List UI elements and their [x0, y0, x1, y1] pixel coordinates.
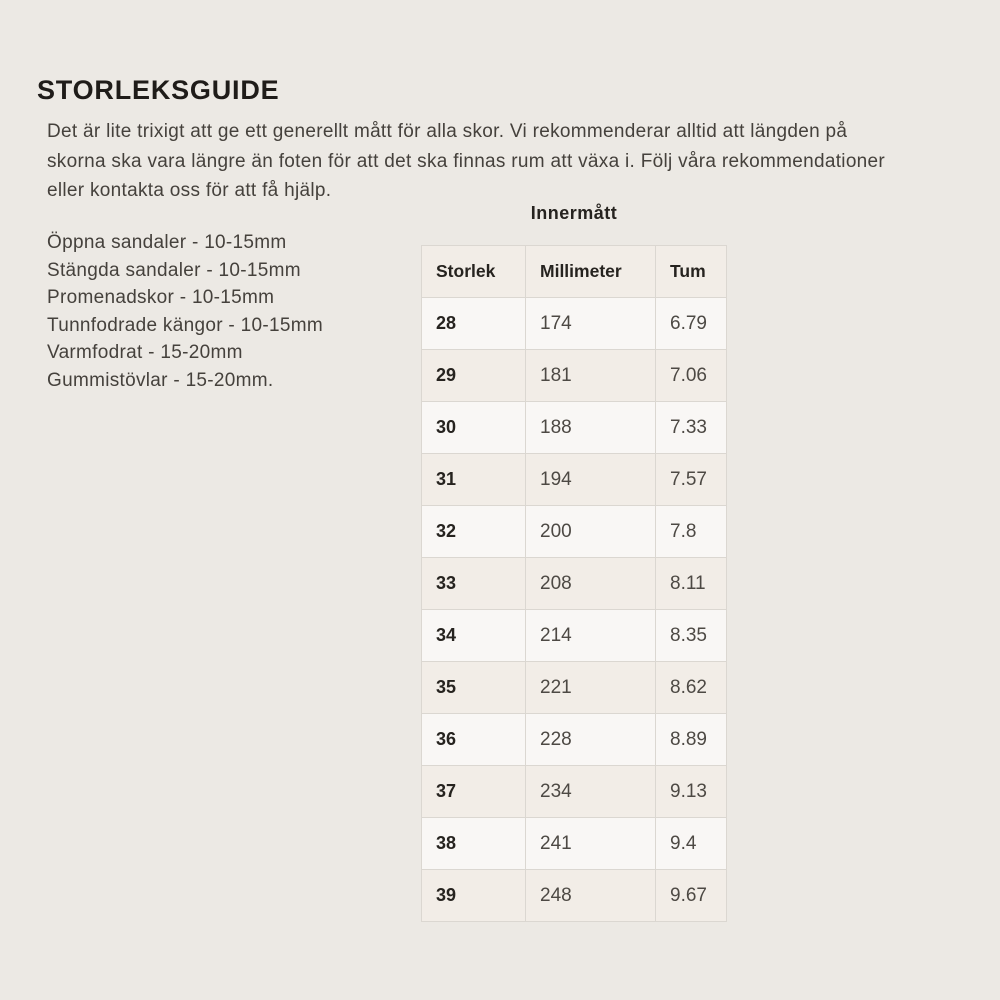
table-row: 32 200 7.8 — [421, 505, 727, 558]
column-header: Storlek — [421, 245, 526, 298]
recommendation-item: Promenadskor - 10-15mm — [47, 287, 275, 308]
table-row: 36 228 8.89 — [421, 713, 727, 766]
size-table-body: 28 174 6.79 29 181 7.06 30 188 7.33 31 194 7.57 32 20… — [421, 297, 727, 922]
table-row: 33 208 8.11 — [421, 557, 727, 610]
table-row: 30 188 7.33 — [421, 401, 727, 454]
size-cell: 29 — [421, 349, 526, 402]
recommendation-item: Stängda sandaler - 10-15mm — [47, 259, 301, 281]
table-title: Innermått — [530, 203, 618, 223]
recommendation-item: Gummistövlar - 15-20mm. — [47, 369, 274, 391]
recommendation-item: Tunnfodrade kängor - 10-15mm — [47, 314, 323, 336]
size-cell: 33 — [421, 557, 526, 610]
tum-cell: 9.4 — [655, 817, 727, 870]
tum-cell: 8.89 — [655, 713, 727, 766]
tum-cell: 9.67 — [655, 869, 727, 922]
millimeter-cell: 228 — [525, 713, 656, 766]
size-cell: 28 — [421, 297, 526, 350]
size-table-section: Innermått Storlek Millimeter Tum 28 174 6.79… — [421, 203, 727, 922]
recommendations-list: Öppna sandaler - 10-15mm Stängda sandaler… — [47, 229, 323, 394]
millimeter-cell: 221 — [525, 661, 656, 714]
tum-cell: 8.11 — [655, 557, 727, 610]
tum-cell: 8.35 — [655, 609, 727, 662]
tum-cell: 7.8 — [655, 505, 727, 558]
tum-cell: 6.79 — [655, 297, 727, 350]
millimeter-cell: 241 — [525, 817, 656, 870]
size-cell: 39 — [421, 869, 526, 922]
size-table-header: Storlek Millimeter Tum — [421, 245, 727, 298]
size-cell: 32 — [421, 505, 526, 558]
size-cell: 34 — [421, 609, 526, 662]
table-row: 31 194 7.57 — [421, 453, 727, 506]
size-cell: 36 — [421, 713, 526, 766]
table-row: 37 234 9.13 — [421, 765, 727, 818]
intro-line: Det är lite trixigt att ge ett generellt… — [47, 121, 848, 142]
millimeter-cell: 208 — [525, 557, 656, 610]
size-cell: 37 — [421, 765, 526, 818]
tum-cell: 9.13 — [655, 765, 727, 818]
table-row: 34 214 8.35 — [421, 609, 727, 662]
tum-cell: 7.57 — [655, 453, 727, 506]
intro-line: skorna ska vara längre än foten för att … — [47, 150, 886, 172]
millimeter-cell: 248 — [525, 869, 656, 922]
millimeter-cell: 181 — [525, 349, 656, 402]
millimeter-cell: 174 — [525, 297, 656, 350]
header-row: Storlek Millimeter Tum — [421, 245, 727, 298]
intro-line: eller kontakta oss för att få hjälp. — [47, 180, 332, 201]
size-cell: 30 — [421, 401, 526, 454]
recommendation-item: Varmfodrat - 15-20mm — [47, 342, 243, 363]
millimeter-cell: 234 — [525, 765, 656, 818]
page-title: STORLEKSGUIDE — [37, 75, 280, 106]
table-row: 38 241 9.4 — [421, 817, 727, 870]
size-table: Storlek Millimeter Tum 28 174 6.79 29 181 7.06 3… — [421, 245, 727, 922]
table-row: 39 248 9.67 — [421, 869, 727, 922]
millimeter-cell: 214 — [525, 609, 656, 662]
tum-cell: 7.06 — [655, 349, 727, 402]
table-row: 35 221 8.62 — [421, 661, 727, 714]
millimeter-cell: 188 — [525, 401, 656, 454]
size-cell: 31 — [421, 453, 526, 506]
column-header: Tum — [655, 245, 727, 298]
intro-paragraph: Det är lite trixigt att ge ett generellt… — [47, 117, 977, 206]
table-row: 29 181 7.06 — [421, 349, 727, 402]
millimeter-cell: 194 — [525, 453, 656, 506]
column-header: Millimeter — [525, 245, 656, 298]
size-cell: 35 — [421, 661, 526, 714]
recommendation-item: Öppna sandaler - 10-15mm — [47, 232, 287, 253]
size-cell: 38 — [421, 817, 526, 870]
millimeter-cell: 200 — [525, 505, 656, 558]
tum-cell: 8.62 — [655, 661, 727, 714]
tum-cell: 7.33 — [655, 401, 727, 454]
table-row: 28 174 6.79 — [421, 297, 727, 350]
